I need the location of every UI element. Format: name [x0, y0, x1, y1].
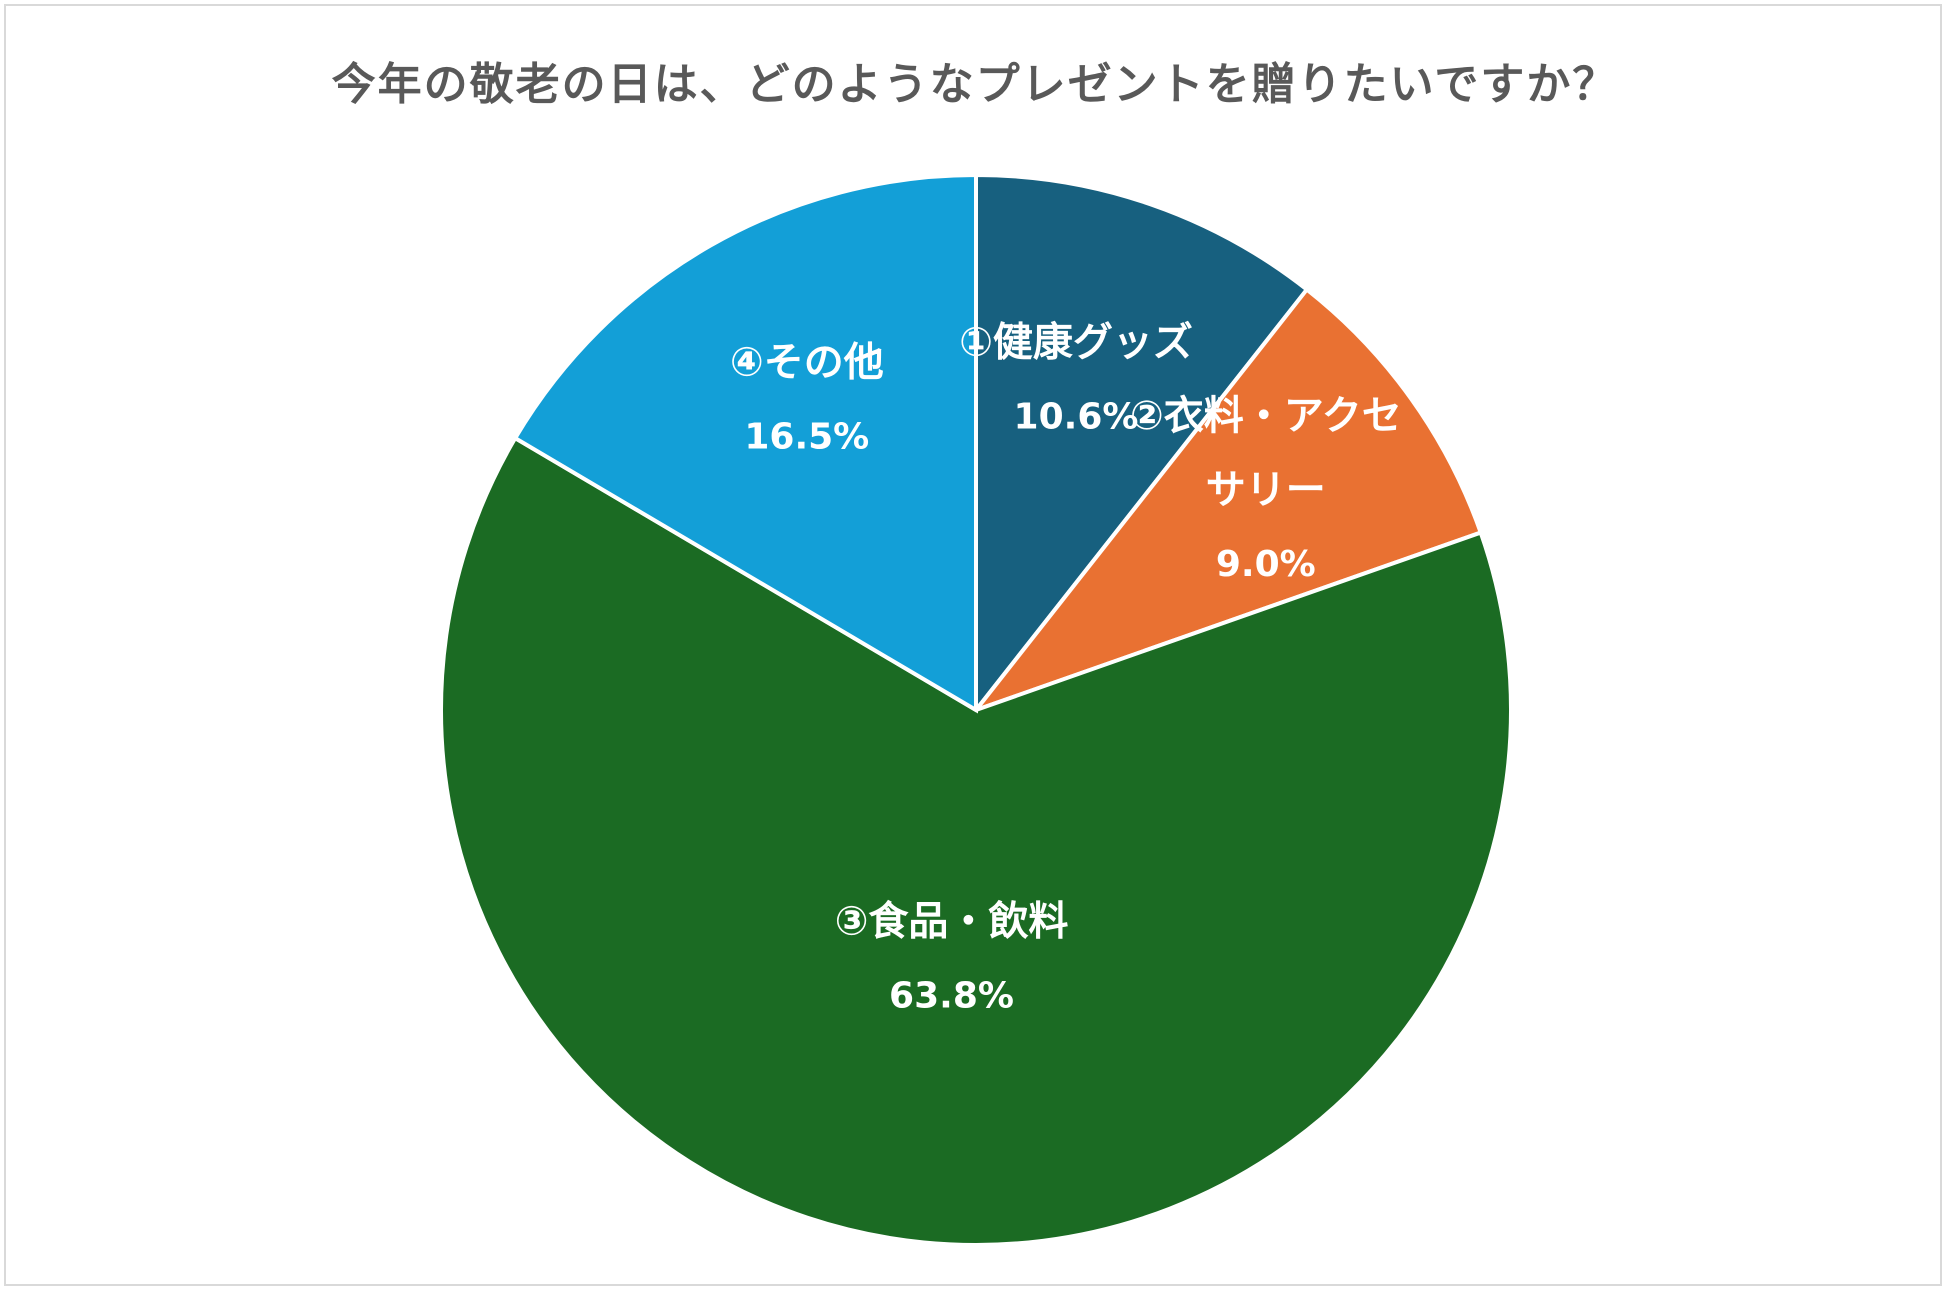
- slice-value-3: 63.8%: [889, 975, 1014, 1016]
- slice-value-4: 16.5%: [744, 416, 869, 457]
- slice-label-4: ④その他: [730, 339, 884, 385]
- slice-label-2-line-1: ②衣料・アクセ: [1130, 393, 1402, 439]
- slice-label-3: ③食品・飲料: [835, 898, 1069, 944]
- slice-value-1: 10.6%: [1014, 397, 1139, 438]
- slice-label-1: ①健康グッズ: [959, 320, 1193, 366]
- pie-slice-2[interactable]: [970, 286, 1484, 715]
- pie-slice-1[interactable]: [974, 172, 1310, 716]
- pie-slices: [439, 172, 1513, 1247]
- pie-slice-3[interactable]: [439, 435, 1513, 1247]
- slice-label-2-line-2: サリー: [1206, 467, 1326, 513]
- chart-title: 今年の敬老の日は、どのようなプレゼントを贈りたいですか？: [331, 59, 1619, 110]
- pie-slice-4[interactable]: [512, 172, 978, 714]
- slice-value-2: 9.0%: [1216, 544, 1316, 585]
